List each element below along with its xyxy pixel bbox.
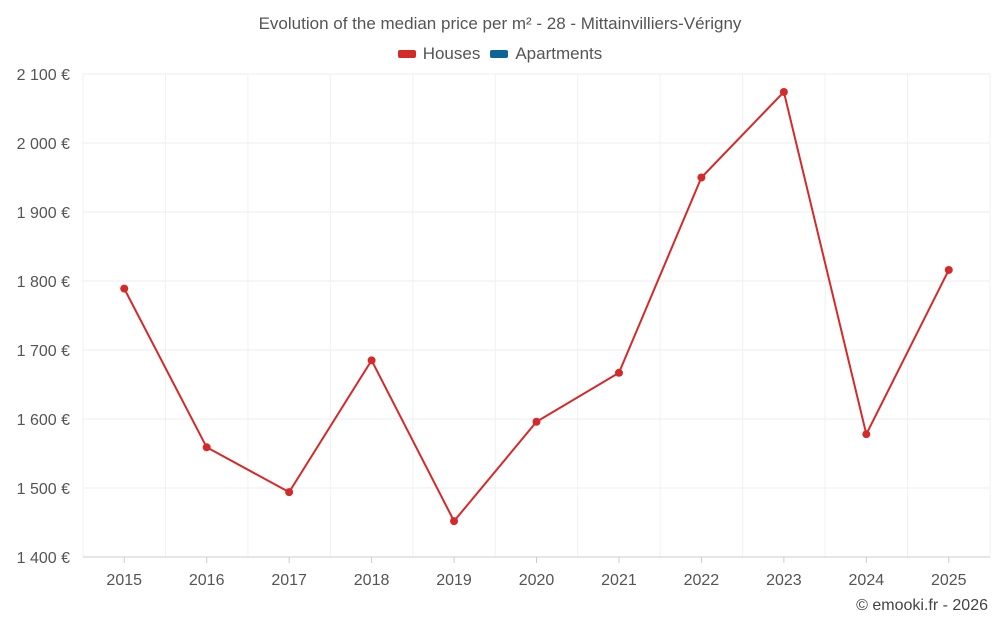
x-tick-label: 2019: [436, 572, 472, 589]
x-tick-label: 2015: [106, 572, 142, 589]
x-tick-label: 2016: [189, 572, 225, 589]
data-point: [367, 356, 376, 365]
legend-swatch-houses: [397, 50, 416, 58]
x-tick-label: 2023: [766, 572, 802, 589]
y-tick-label: 1 900 €: [17, 205, 70, 222]
copyright-credit: © emooki.fr - 2026: [856, 597, 988, 614]
data-point: [862, 430, 871, 439]
legend-swatch-apartments: [490, 50, 509, 58]
data-point: [450, 517, 459, 526]
y-tick-label: 1 700 €: [17, 343, 70, 360]
y-tick-label: 2 000 €: [17, 136, 70, 153]
legend-item-apartments[interactable]: Apartments: [490, 44, 602, 64]
y-tick-label: 1 400 €: [17, 550, 70, 567]
x-tick-label: 2025: [931, 572, 967, 589]
legend-label-apartments: Apartments: [515, 44, 603, 63]
x-tick-label: 2024: [849, 572, 885, 589]
y-tick-label: 1 600 €: [17, 412, 70, 429]
data-point: [202, 443, 211, 452]
x-tick-label: 2017: [271, 572, 307, 589]
y-tick-label: 1 800 €: [17, 274, 70, 291]
legend-item-houses[interactable]: Houses: [397, 44, 481, 64]
data-point: [285, 488, 294, 497]
chart-legend: Houses Apartments: [0, 44, 1000, 64]
x-tick-label: 2020: [519, 572, 555, 589]
data-point: [944, 265, 953, 274]
legend-label-houses: Houses: [422, 44, 481, 63]
data-point: [779, 87, 788, 96]
x-tick-label: 2018: [354, 572, 390, 589]
data-point: [532, 417, 541, 426]
chart-title: Evolution of the median price per m² - 2…: [258, 14, 742, 33]
y-tick-label: 2 100 €: [17, 67, 70, 84]
data-point: [614, 368, 623, 377]
x-tick-label: 2022: [684, 572, 720, 589]
x-tick-label: 2021: [601, 572, 637, 589]
data-point: [120, 284, 129, 293]
data-point: [697, 173, 706, 182]
y-tick-label: 1 500 €: [17, 481, 70, 498]
